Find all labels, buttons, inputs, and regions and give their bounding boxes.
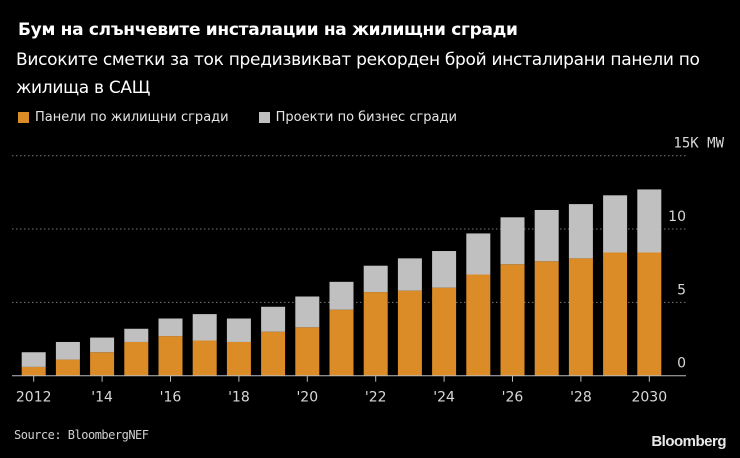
bar-residential-2026 bbox=[500, 264, 525, 376]
chart-title: Бум на слънчевите инсталации на жилищни … bbox=[18, 20, 518, 40]
x-tick-label: '14 bbox=[91, 390, 113, 406]
y-tick-label: 5 bbox=[677, 282, 686, 298]
bar-residential-2022 bbox=[363, 292, 388, 376]
legend-item-residential: Панели по жилищни сгради bbox=[18, 110, 229, 125]
bar-business-2025 bbox=[466, 233, 491, 275]
bar-business-2030 bbox=[637, 189, 662, 253]
bar-business-2020 bbox=[295, 296, 320, 328]
x-tick-label: '24 bbox=[433, 390, 455, 406]
legend: Панели по жилищни сгради Проекти по бизн… bbox=[18, 110, 457, 125]
bar-business-2017 bbox=[192, 314, 217, 341]
bar-residential-2019 bbox=[261, 331, 286, 376]
bar-residential-2017 bbox=[192, 340, 217, 376]
bar-business-2014 bbox=[90, 337, 115, 353]
legend-item-business: Проекти по бизнес сгради bbox=[258, 110, 457, 125]
bar-residential-2015 bbox=[124, 341, 149, 376]
bar-residential-2014 bbox=[90, 352, 115, 376]
x-tick-label: '28 bbox=[570, 390, 592, 406]
bar-residential-2025 bbox=[466, 274, 491, 376]
y-tick-label: 10 bbox=[668, 209, 686, 225]
bar-residential-2023 bbox=[397, 290, 422, 376]
source-note: Source: BloombergNEF bbox=[14, 428, 149, 442]
bar-business-2026 bbox=[500, 217, 525, 265]
chart-subtitle: Високите сметки за ток предизвикват реко… bbox=[16, 50, 700, 98]
x-tick-label: '20 bbox=[296, 390, 318, 406]
bar-business-2024 bbox=[432, 251, 457, 288]
bar-residential-2018 bbox=[226, 341, 251, 376]
bar-residential-2012 bbox=[21, 366, 46, 376]
bar-business-2013 bbox=[55, 341, 80, 360]
x-tick-label: 2012 bbox=[16, 390, 52, 406]
bar-residential-2027 bbox=[534, 261, 559, 376]
legend-label-residential: Панели по жилищни сгради bbox=[35, 110, 229, 125]
x-tick-label: '16 bbox=[160, 390, 182, 406]
legend-swatch-business bbox=[258, 112, 270, 123]
x-tick-label: '26 bbox=[502, 390, 524, 406]
bar-residential-2028 bbox=[568, 258, 593, 376]
bloomberg-logo: Bloomberg bbox=[651, 433, 726, 450]
bar-business-2023 bbox=[397, 258, 422, 291]
bar-business-2018 bbox=[226, 318, 251, 342]
x-tick-label: 2030 bbox=[631, 390, 667, 406]
y-tick-label: 15K MW bbox=[673, 136, 724, 152]
bar-residential-2016 bbox=[158, 336, 183, 376]
bar-business-2028 bbox=[568, 204, 593, 259]
legend-swatch-residential bbox=[18, 112, 29, 123]
legend-label-business: Проекти по бизнес сгради bbox=[275, 110, 457, 125]
bar-business-2029 bbox=[603, 195, 628, 253]
bar-residential-2013 bbox=[55, 359, 80, 376]
bar-residential-2020 bbox=[295, 327, 320, 376]
bar-residential-2030 bbox=[637, 252, 662, 376]
bar-business-2015 bbox=[124, 328, 149, 342]
bar-business-2022 bbox=[363, 265, 388, 293]
x-tick-label: '22 bbox=[365, 390, 387, 406]
bar-residential-2021 bbox=[329, 309, 354, 376]
bar-residential-2024 bbox=[432, 287, 457, 376]
bar-business-2019 bbox=[261, 306, 286, 332]
bar-business-2027 bbox=[534, 209, 559, 262]
bar-residential-2029 bbox=[603, 252, 628, 376]
bar-business-2021 bbox=[329, 281, 354, 310]
bar-business-2012 bbox=[21, 352, 46, 367]
x-tick-label: '18 bbox=[228, 390, 250, 406]
y-tick-label: 0 bbox=[677, 356, 686, 372]
bar-business-2016 bbox=[158, 318, 183, 337]
